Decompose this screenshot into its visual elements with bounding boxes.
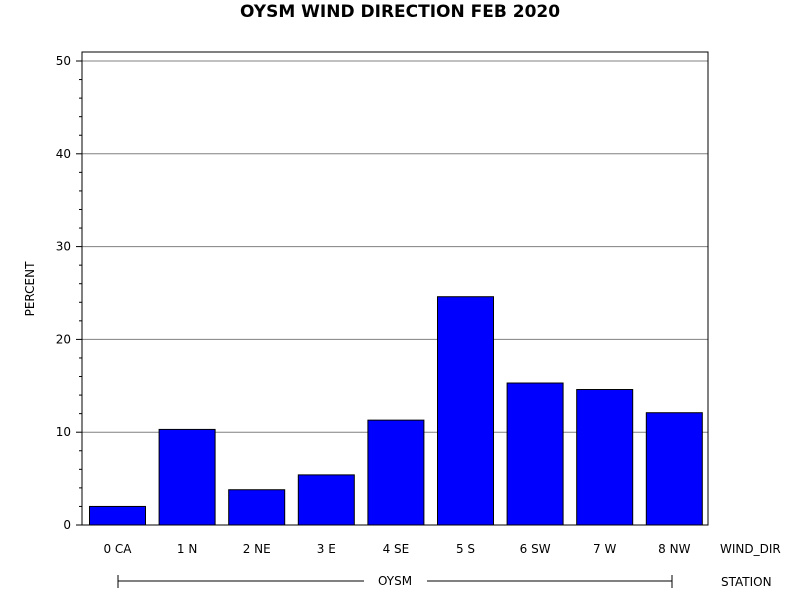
x-axis-category-label: 2 NE bbox=[243, 542, 271, 556]
bar bbox=[506, 382, 564, 526]
bar bbox=[89, 505, 146, 526]
y-axis-tick-label: 40 bbox=[56, 147, 71, 161]
y-axis-tick-labels: 0 10 20 30 40 50 bbox=[56, 54, 71, 532]
bar bbox=[158, 428, 216, 526]
x-axis-label: WIND_DIR bbox=[720, 542, 781, 556]
y-axis-tick-label: 0 bbox=[63, 518, 71, 532]
x-axis-category-label: 0 CA bbox=[103, 542, 132, 556]
bar bbox=[367, 419, 425, 526]
x-axis-category-label: 6 SW bbox=[520, 542, 551, 556]
y-axis-tick-label: 30 bbox=[56, 240, 71, 254]
bar bbox=[228, 489, 286, 526]
bar bbox=[645, 412, 703, 526]
bars bbox=[89, 296, 703, 526]
y-axis-ticks bbox=[76, 60, 82, 526]
x-axis-category-label: 4 SE bbox=[383, 542, 410, 556]
gridlines bbox=[82, 60, 708, 433]
x-axis-category-label: 5 S bbox=[456, 542, 475, 556]
station-axis-label: STATION bbox=[721, 575, 772, 589]
station-group-axis: OYSM bbox=[117, 574, 673, 588]
chart-title: OYSM WIND DIRECTION FEB 2020 bbox=[240, 2, 560, 22]
x-axis-category-label: 7 W bbox=[593, 542, 616, 556]
bar bbox=[437, 296, 494, 526]
y-axis-label: PERCENT bbox=[23, 261, 37, 316]
x-axis-category-label: 1 N bbox=[177, 542, 197, 556]
bar bbox=[576, 389, 634, 526]
x-axis-category-labels: 0 CA 1 N 2 NE 3 E 4 SE 5 S 6 SW 7 W 8 NW bbox=[103, 542, 690, 556]
y-axis-tick-label: 50 bbox=[56, 54, 71, 68]
x-axis-category-label: 8 NW bbox=[658, 542, 690, 556]
station-group-label: OYSM bbox=[378, 574, 412, 588]
y-axis-tick-label: 10 bbox=[56, 425, 71, 439]
y-axis-tick-label: 20 bbox=[56, 332, 71, 346]
bar bbox=[297, 474, 355, 526]
plot-frame bbox=[81, 51, 709, 526]
x-axis-category-label: 3 E bbox=[317, 542, 336, 556]
